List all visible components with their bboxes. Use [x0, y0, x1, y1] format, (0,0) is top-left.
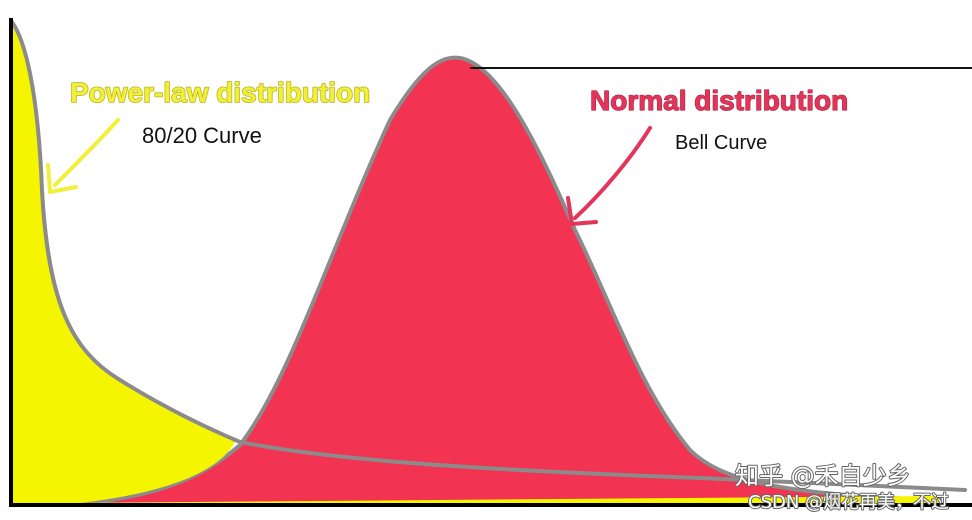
normal-distribution-subtitle: Bell Curve — [675, 132, 767, 154]
power-law-tail — [60, 496, 940, 505]
power-law-arrow — [46, 118, 120, 194]
power-law-title: Power-law distribution — [70, 77, 370, 108]
power-law-area — [12, 22, 235, 505]
zhihu-watermark: 知乎 @禾自少乡 — [735, 462, 911, 490]
power-law-subtitle: 80/20 Curve — [142, 123, 262, 148]
power-law-curve — [10, 20, 967, 492]
normal-distribution-arrow — [566, 126, 652, 226]
csdn-watermark: CSDN @烟花再美，不过 — [748, 492, 949, 513]
normal-distribution-area — [59, 55, 942, 507]
normal-distribution-title: Normal distribution — [590, 85, 848, 116]
